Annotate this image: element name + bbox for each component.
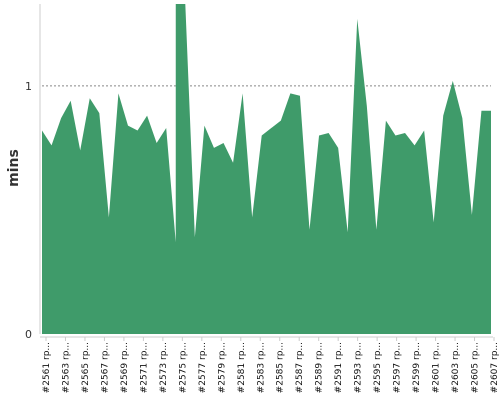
x-tick-label: #2601 rp... xyxy=(432,342,442,393)
y-tick-label: 0 xyxy=(25,328,32,341)
x-tick-label: #2595 rp... xyxy=(373,342,383,393)
x-tick-label: #2565 rp... xyxy=(81,342,91,393)
x-tick-label: #2585 rp... xyxy=(276,342,286,393)
x-tick-label: #2591 rp... xyxy=(334,342,344,393)
x-tick-label: #2577 rp... xyxy=(198,342,208,393)
x-tick-label: #2575 rp... xyxy=(178,342,188,393)
x-tick-label: #2571 rp... xyxy=(139,342,149,393)
y-tick-label: 1 xyxy=(25,80,32,93)
x-tick-label: #2581 rp... xyxy=(237,342,247,393)
x-tick-label: #2599 rp... xyxy=(412,342,422,393)
x-tick-label: #2563 rp... xyxy=(61,342,71,393)
x-tick-label: #2597 rp... xyxy=(393,342,403,393)
x-tick-label: #2583 rp... xyxy=(256,342,266,393)
x-tick-label: #2587 rp... xyxy=(295,342,305,393)
x-tick-label: #2593 rp... xyxy=(354,342,364,393)
y-axis-title: mins xyxy=(6,149,22,187)
x-tick-label: #2589 rp... xyxy=(315,342,325,393)
x-tick-label: #2569 rp... xyxy=(120,342,130,393)
x-tick-label: #2579 rp... xyxy=(217,342,227,393)
x-tick-label: #2561 rp... xyxy=(42,342,52,393)
x-tick-label: #2573 rp... xyxy=(159,342,169,393)
x-tick-label: #2605 rp... xyxy=(471,342,481,393)
x-tick-label: #2567 rp... xyxy=(100,342,110,393)
area-series xyxy=(42,4,491,334)
x-tick-label: #2603 rp... xyxy=(451,342,461,393)
x-tick-label: #2607 rp... xyxy=(490,342,500,393)
